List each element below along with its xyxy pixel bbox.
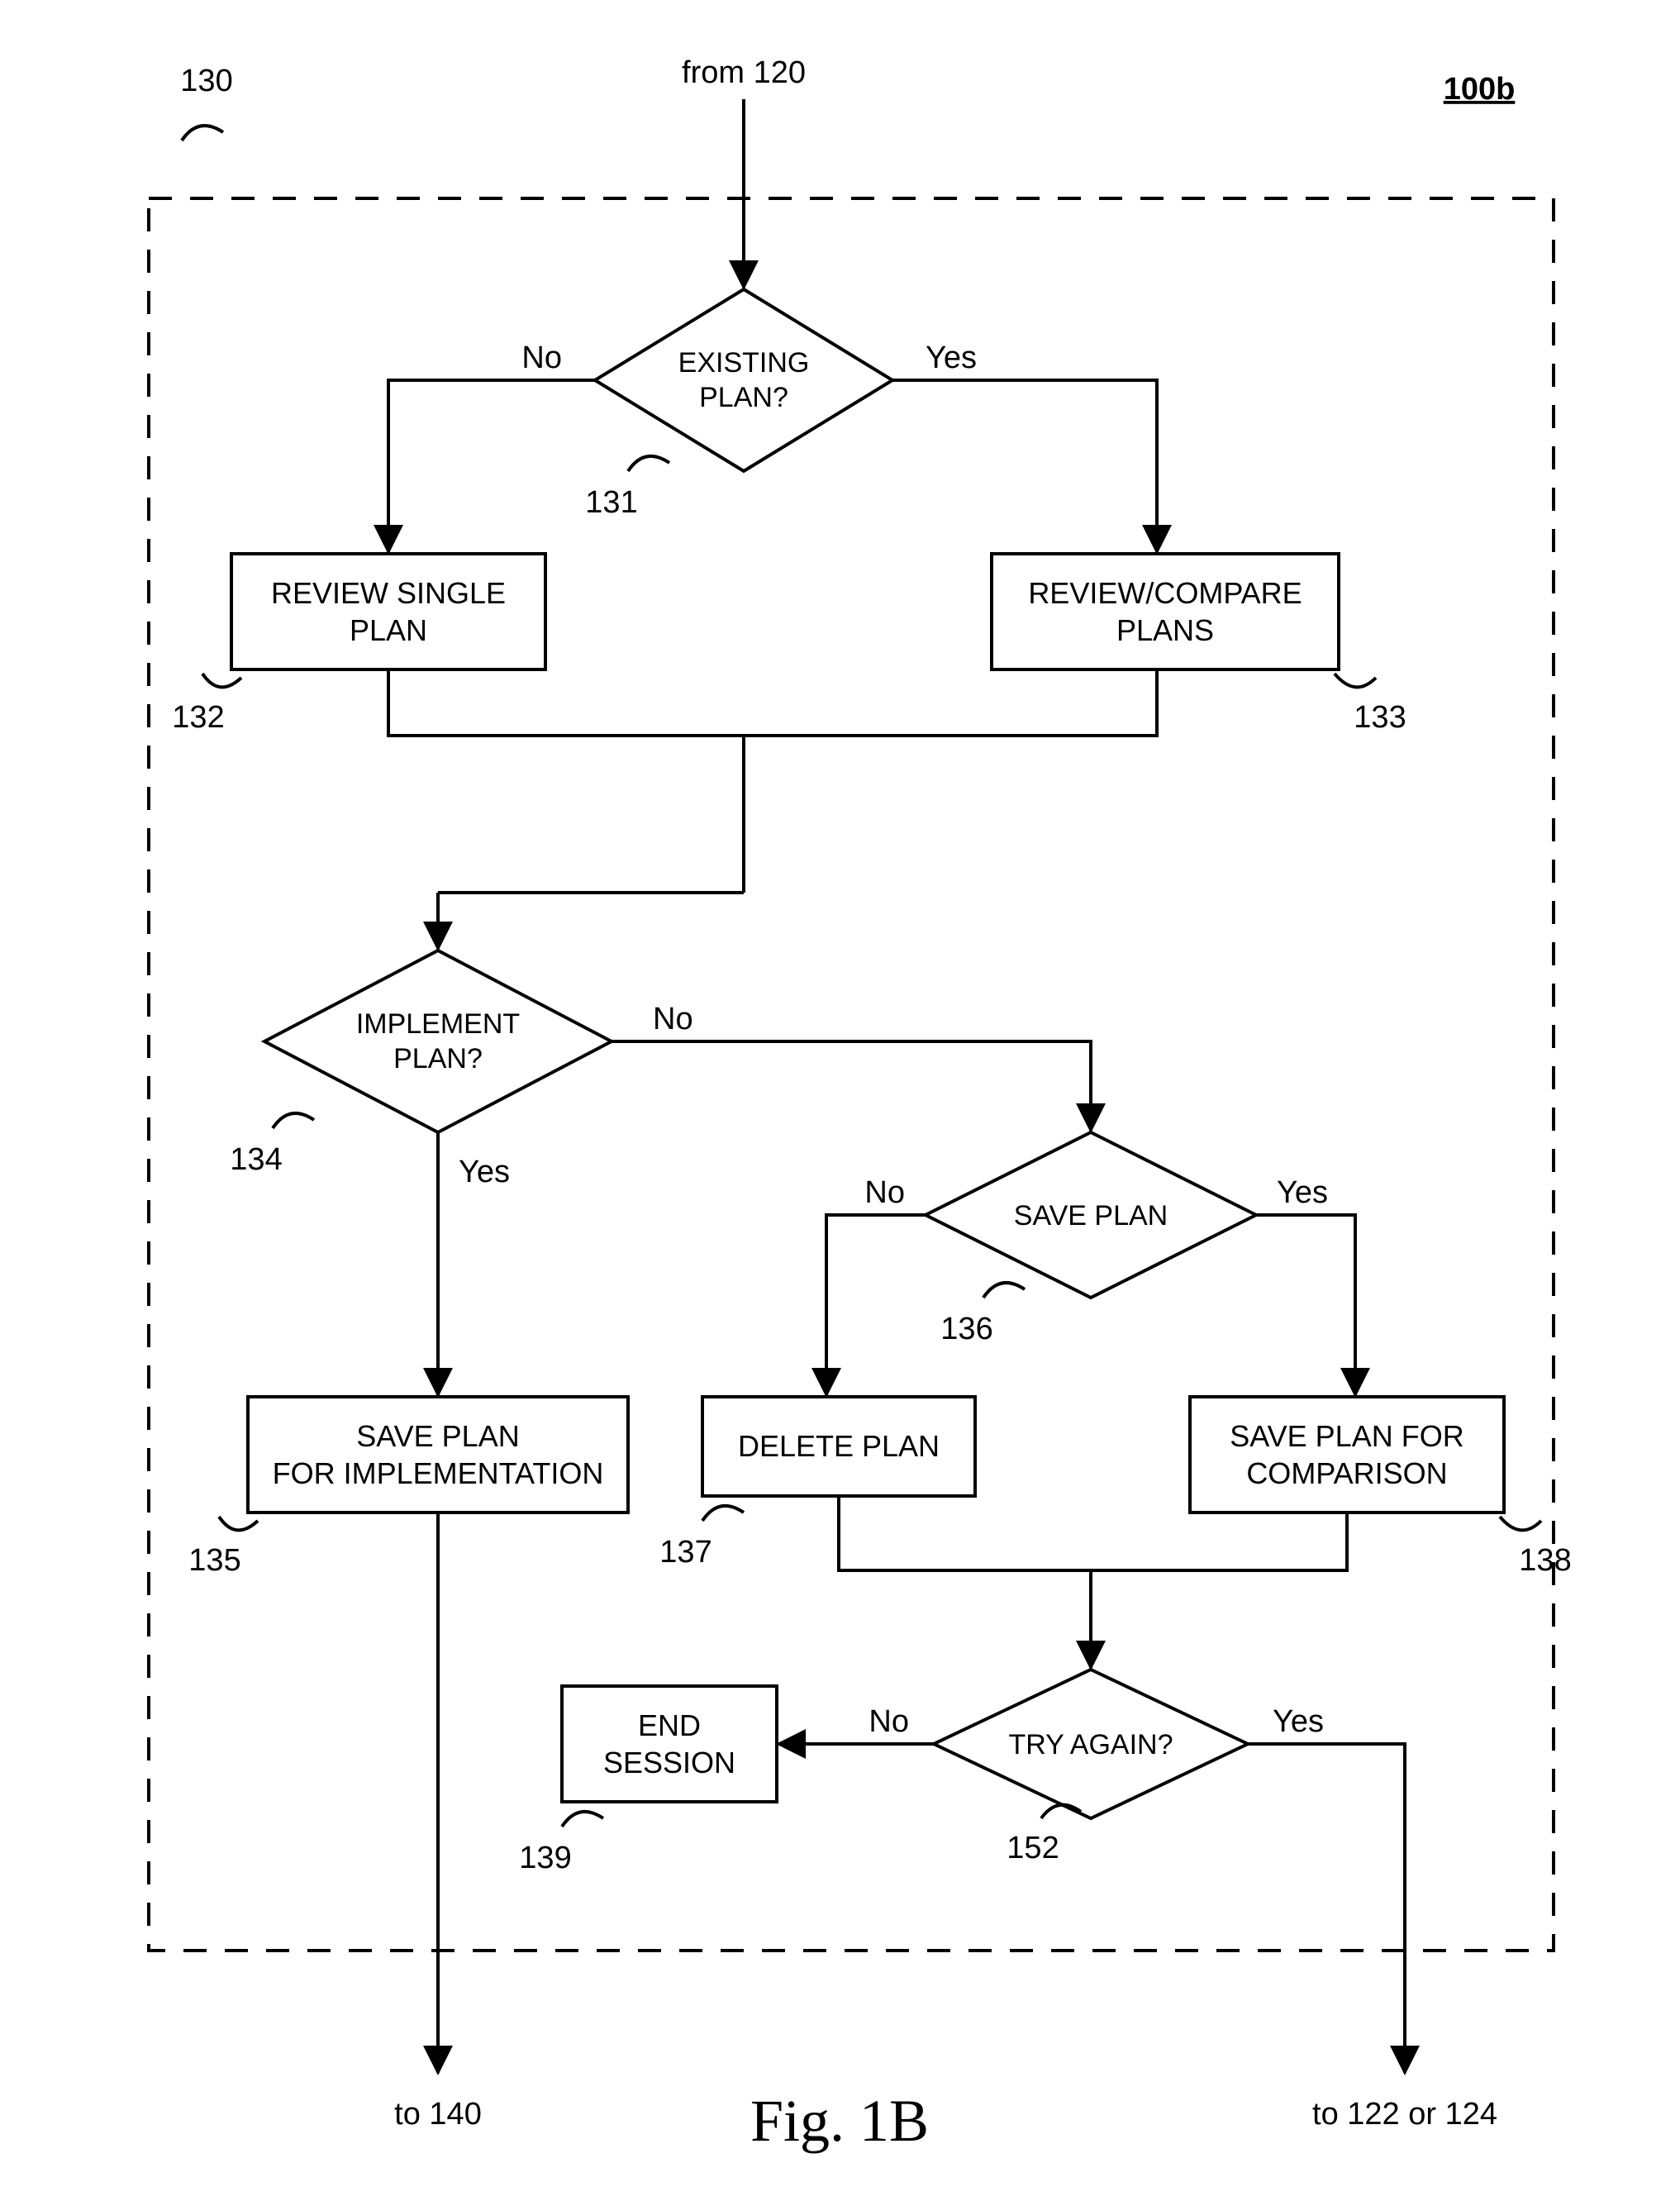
page-ref-100b: 100b: [1444, 72, 1516, 107]
ref-139-tick: [562, 1812, 603, 1827]
svg-text:REVIEW SINGLE: REVIEW SINGLE: [271, 576, 506, 610]
label-152-yes: Yes: [1273, 1704, 1324, 1739]
ref-130: 130: [180, 64, 232, 98]
svg-text:FOR IMPLEMENTATION: FOR IMPLEMENTATION: [273, 1456, 604, 1490]
edge-136-yes: [1256, 1215, 1355, 1395]
edge-131-no: [388, 380, 595, 552]
label-131-no: No: [521, 341, 562, 375]
ref-133: 133: [1354, 700, 1406, 735]
ref-152: 152: [1007, 1831, 1059, 1865]
svg-text:PLAN?: PLAN?: [393, 1043, 483, 1074]
svg-text:PLANS: PLANS: [1116, 613, 1214, 647]
ref-134-tick: [273, 1113, 314, 1128]
svg-text:DELETE PLAN: DELETE PLAN: [738, 1429, 940, 1463]
label-152-no: No: [869, 1704, 909, 1739]
svg-text:SESSION: SESSION: [603, 1746, 735, 1779]
ref-134: 134: [230, 1142, 282, 1177]
flowchart-canvas: 130 100b from 120 EXISTING PLAN? 131 No …: [0, 0, 1680, 2201]
node-132-review-single-plan: REVIEW SINGLE PLAN: [231, 554, 545, 669]
figure-caption: Fig. 1B: [750, 2088, 929, 2154]
edge-152-yes: [1248, 1744, 1405, 2073]
node-137-delete-plan: DELETE PLAN: [702, 1397, 975, 1496]
node-138-save-for-comparison: SAVE PLAN FOR COMPARISON: [1190, 1397, 1504, 1513]
svg-text:REVIEW/COMPARE: REVIEW/COMPARE: [1028, 576, 1302, 610]
svg-text:SAVE PLAN: SAVE PLAN: [356, 1419, 519, 1453]
ref-133-tick: [1335, 674, 1376, 687]
ref-138-tick: [1500, 1517, 1541, 1530]
ref-130-tick: [182, 126, 223, 141]
svg-text:PLAN?: PLAN?: [699, 382, 788, 413]
node-131-existing-plan: EXISTING PLAN?: [595, 289, 892, 471]
svg-text:SAVE PLAN FOR: SAVE PLAN FOR: [1230, 1419, 1463, 1453]
node-135-save-for-implementation: SAVE PLAN FOR IMPLEMENTATION: [248, 1397, 628, 1513]
svg-text:SAVE PLAN: SAVE PLAN: [1014, 1200, 1168, 1232]
ref-131-tick: [628, 456, 669, 471]
edge-132-down: [388, 669, 744, 736]
label-134-no: No: [653, 1002, 693, 1036]
ref-131: 131: [585, 485, 637, 520]
node-139-end-session: END SESSION: [562, 1686, 777, 1802]
node-152-try-again: TRY AGAIN?: [934, 1670, 1248, 1818]
ref-135: 135: [188, 1543, 240, 1578]
ref-138: 138: [1519, 1543, 1571, 1578]
ref-136-tick: [983, 1283, 1025, 1298]
svg-text:PLAN: PLAN: [350, 613, 427, 647]
label-131-yes: Yes: [926, 341, 977, 375]
ref-132: 132: [172, 700, 224, 735]
edge-133-down: [744, 669, 1157, 736]
label-134-yes: Yes: [459, 1155, 510, 1189]
exit-left-label: to 140: [394, 2097, 482, 2132]
label-136-no: No: [864, 1175, 905, 1210]
edge-138-down: [1091, 1513, 1347, 1570]
edge-131-yes: [892, 380, 1157, 552]
node-134-implement-plan: IMPLEMENT PLAN?: [264, 950, 612, 1132]
ref-136: 136: [940, 1312, 992, 1346]
edge-134-no: [612, 1041, 1091, 1131]
ref-137: 137: [659, 1535, 712, 1570]
node-133-review-compare-plans: REVIEW/COMPARE PLANS: [992, 554, 1339, 669]
entry-label: from 120: [682, 55, 806, 90]
svg-text:EXISTING: EXISTING: [678, 347, 810, 379]
svg-text:TRY AGAIN?: TRY AGAIN?: [1008, 1729, 1173, 1760]
exit-right-label: to 122 or 124: [1312, 2097, 1497, 2132]
svg-text:END: END: [638, 1708, 701, 1742]
edge-136-no: [826, 1215, 926, 1395]
ref-132-tick: [202, 674, 241, 687]
edge-137-down: [839, 1496, 1091, 1570]
ref-135-tick: [219, 1517, 258, 1530]
label-136-yes: Yes: [1277, 1175, 1328, 1210]
node-136-save-plan: SAVE PLAN: [926, 1132, 1256, 1298]
svg-text:COMPARISON: COMPARISON: [1246, 1456, 1447, 1490]
ref-139: 139: [519, 1841, 571, 1875]
svg-text:IMPLEMENT: IMPLEMENT: [356, 1008, 520, 1040]
ref-137-tick: [702, 1506, 744, 1521]
